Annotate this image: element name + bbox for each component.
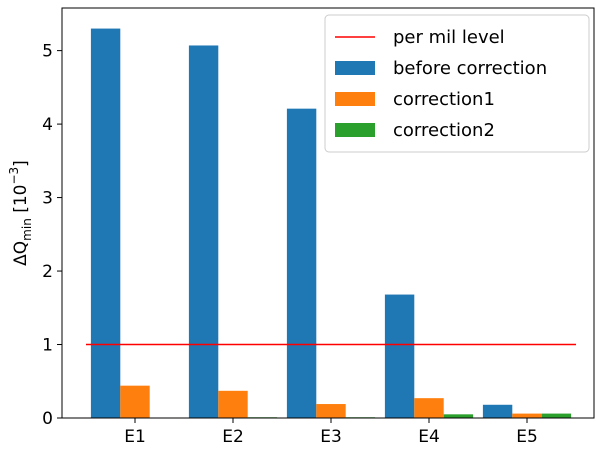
x-tick-label: E5 [516,427,538,447]
y-tick-label: 1 [42,336,53,356]
bar [218,391,247,418]
y-tick-label: 0 [42,409,53,429]
bar [316,404,345,418]
bar [189,45,218,418]
y-tick-label: 4 [42,115,53,135]
legend-swatch [335,61,375,75]
legend-label: correction2 [393,120,495,141]
x-tick-label: E2 [222,427,244,447]
bar [542,414,571,418]
x-tick-label: E1 [124,427,146,447]
x-tick-label: E3 [320,427,342,447]
y-label-sup: −3 [7,167,21,185]
y-label-base: ΔQ [11,241,31,266]
y-axis-label: ΔQmin [10−3] [7,160,34,266]
y-tick-label: 3 [42,189,53,209]
y-label-sub: min [20,218,34,241]
y-tick-label: 2 [42,262,53,282]
legend-swatch [335,123,375,137]
bar [385,295,414,418]
bar [287,109,316,418]
bar [512,414,541,418]
bar [444,414,473,418]
bar [91,29,120,418]
y-label-mid: [10 [11,185,31,219]
bar [414,398,443,418]
y-tick-label: 5 [42,42,53,62]
legend-label: per mil level [393,27,505,48]
legend-label: correction1 [393,89,495,110]
legend-label: before correction [393,58,547,79]
bar [120,386,149,418]
bar [483,405,512,418]
legend-swatch [335,92,375,106]
x-tick-label: E4 [418,427,440,447]
y-label-end: ] [11,160,31,167]
